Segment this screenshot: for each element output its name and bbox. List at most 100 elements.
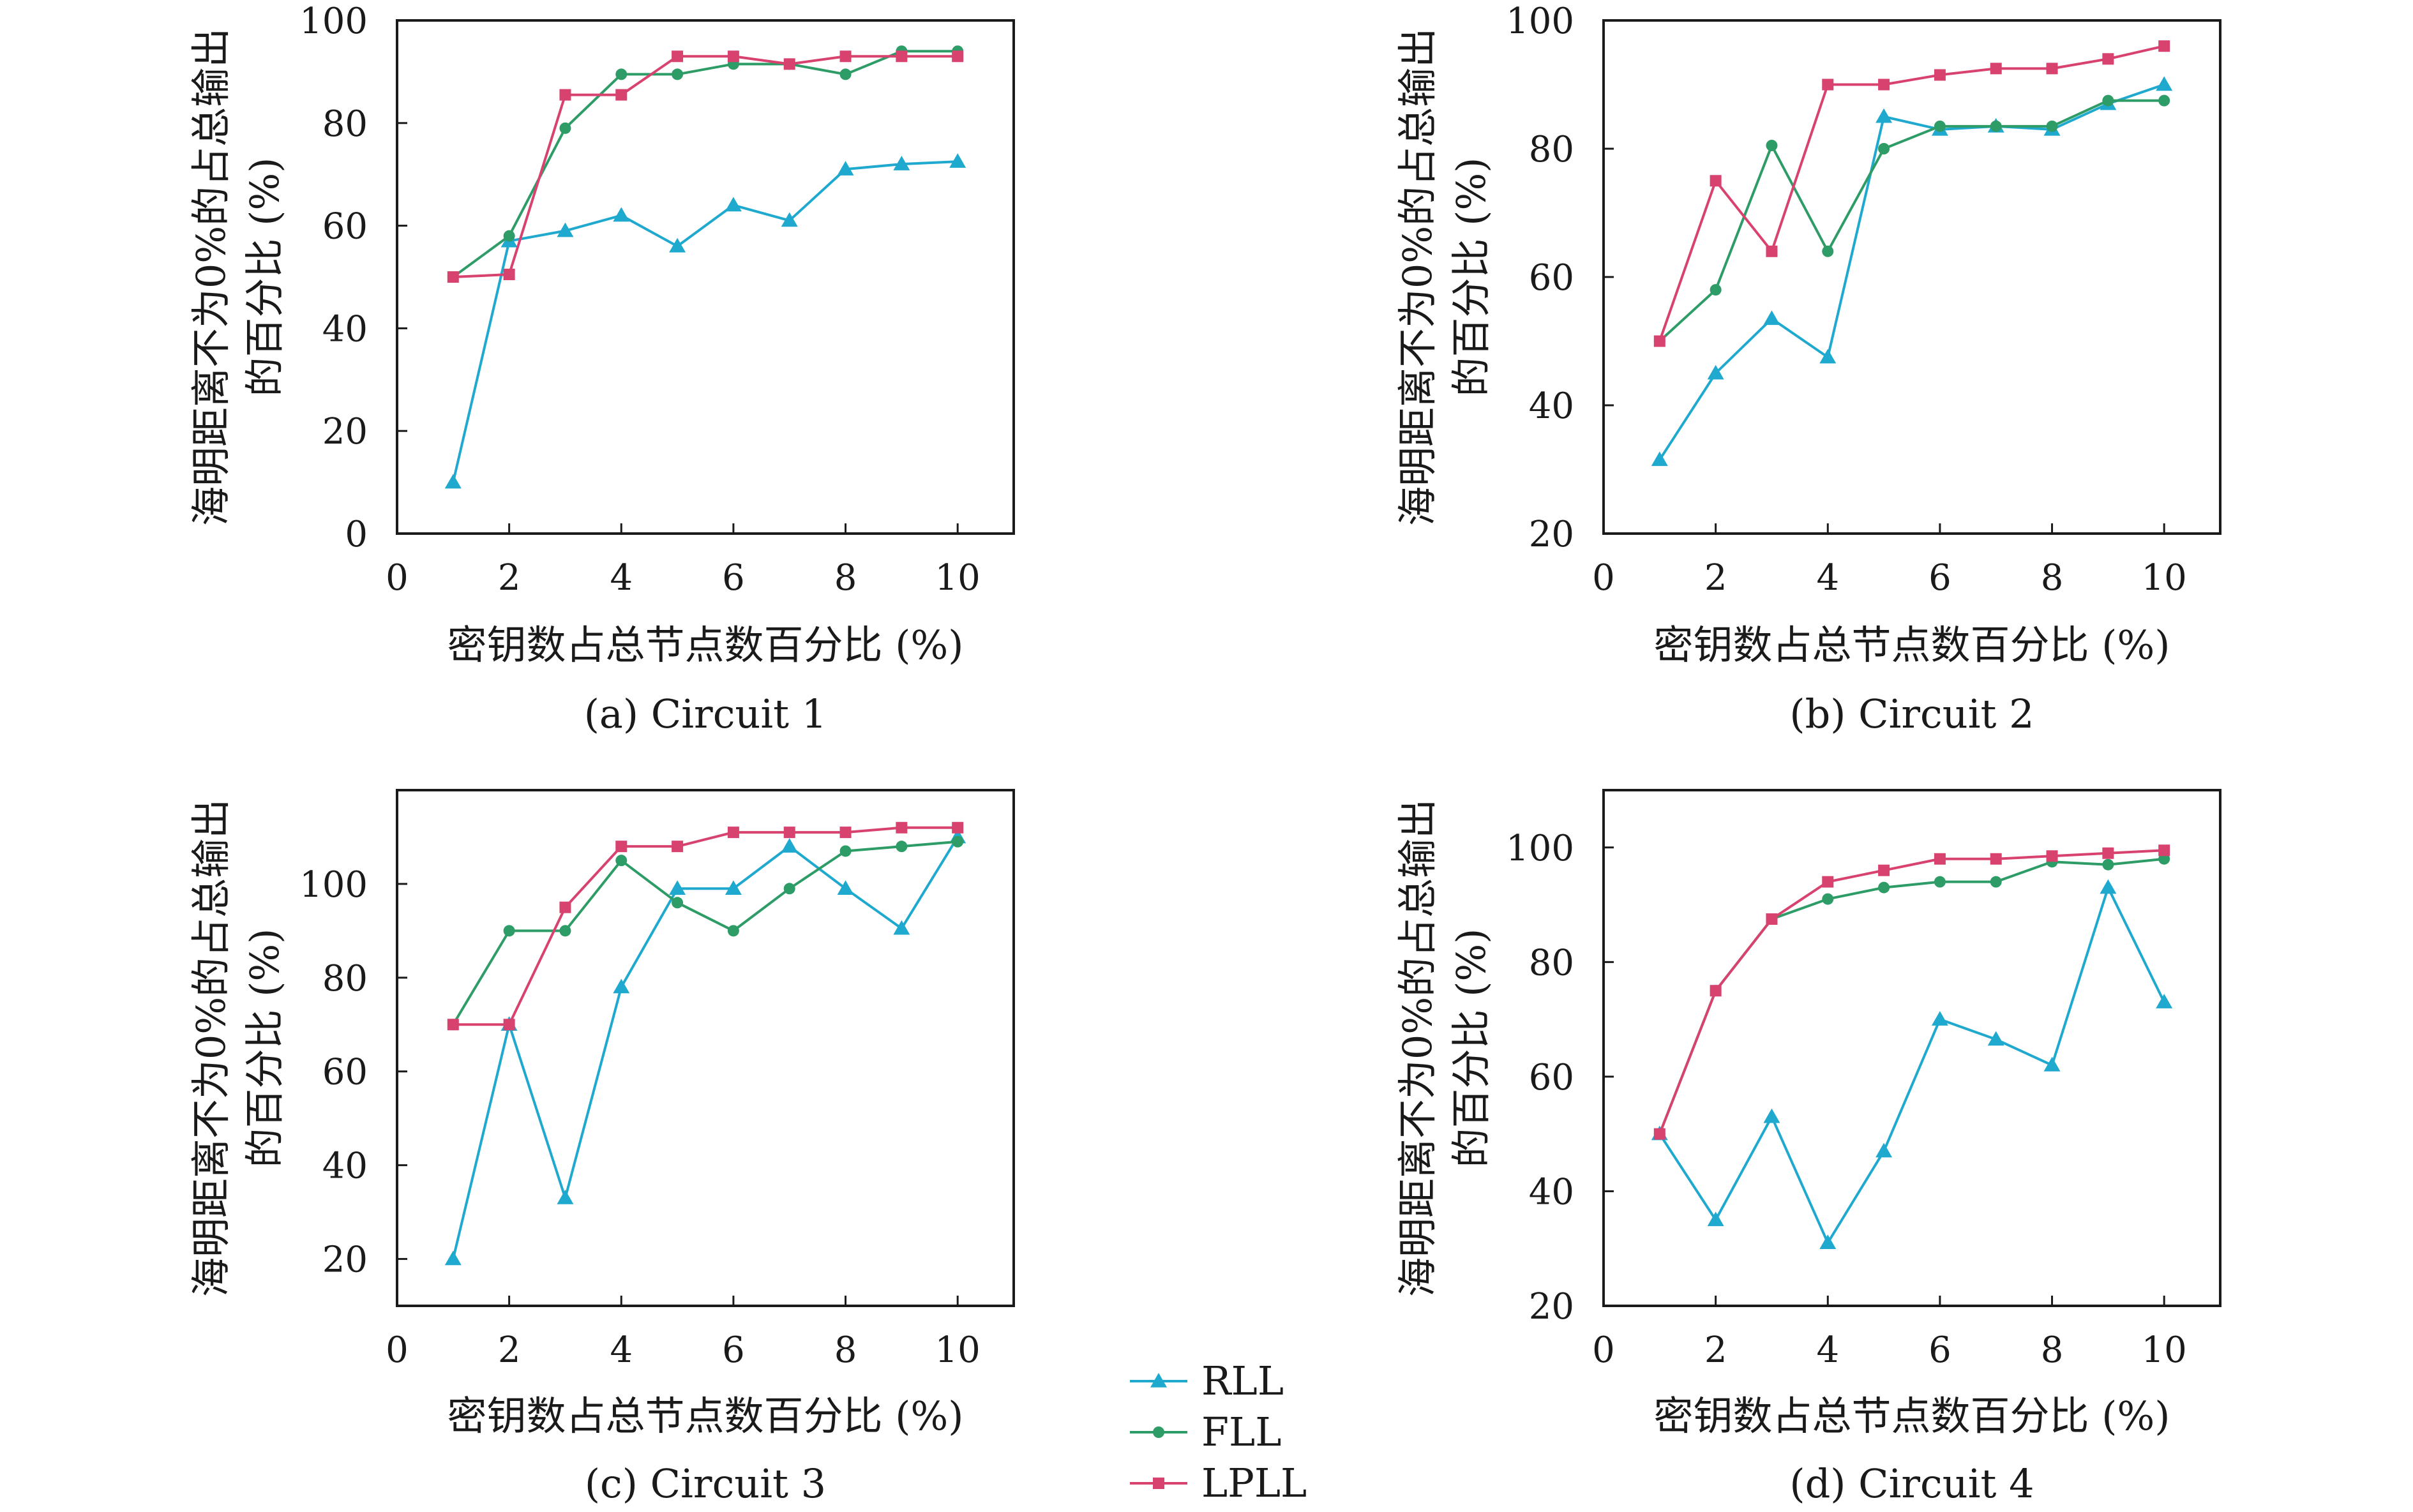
legend-marker [1150,1373,1167,1388]
x-tick-label: 8 [834,557,857,599]
data-point-fll [2046,120,2058,132]
y-tick-label: 40 [1529,1171,1574,1213]
x-tick-label: 6 [1928,557,1951,599]
x-tick-label: 2 [1704,1329,1727,1371]
data-point-lpll [503,268,515,280]
data-point-fll [615,68,628,80]
x-tick-label: 0 [1592,1329,1615,1371]
series-line-rll [1658,886,2165,1245]
series-line-lpll [1658,849,2165,1135]
y-tick-label: 100 [299,864,368,906]
data-point-rll [1876,108,1893,123]
data-point-fll [2102,858,2114,871]
data-point-fll [727,925,739,937]
x-tick-label: 10 [935,557,981,599]
y-axis-label-line2: 的百分比 (%) [241,158,288,397]
data-point-rll [1987,1031,2004,1046]
data-point-lpll [783,58,795,70]
data-point-rll [837,880,854,895]
data-point-rll [725,197,742,212]
data-point-fll [2158,94,2170,107]
y-tick-label: 100 [1506,1,1574,42]
x-tick-label: 4 [610,1329,633,1371]
data-point-rll [2100,879,2117,894]
series-line-fll [1658,99,2165,342]
data-point-fll [1934,120,1946,132]
x-axis-label: 密钥数占总节点数百分比 (%) [1654,1393,2170,1439]
data-point-rll [1763,310,1780,326]
series-line-fll [452,50,958,278]
data-point-fll [1990,120,2002,132]
series-line-rll [451,160,958,483]
data-point-lpll [672,841,684,853]
data-point-lpll [447,271,459,283]
data-point-rll [1819,1234,1837,1249]
data-point-fll [1710,284,1722,296]
y-tick-label: 40 [322,308,368,350]
panel-caption: (a) Circuit 1 [584,691,827,737]
series-line-lpll [453,826,958,1026]
data-point-lpll [1710,985,1722,997]
y-tick-label: 80 [1529,129,1574,170]
y-axis-label-line1: 海明距离不为0%的占总输出 [1394,799,1441,1297]
x-tick-label: 0 [386,557,409,599]
data-point-rll [557,1190,574,1204]
data-point-fll [503,230,515,242]
data-point-lpll [615,841,628,853]
data-point-rll [613,207,630,222]
panel-caption: (c) Circuit 3 [585,1460,826,1507]
data-point-rll [893,920,910,935]
plot-marks: 0 2 4 6 8 10 20 40 60 80 100 [1506,828,2187,1371]
data-point-lpll [559,901,571,913]
data-point-lpll [1822,876,1834,888]
data-point-fll [896,841,908,853]
series-line-lpll [453,55,958,278]
legend-item-rll: RLL [1130,1358,1284,1404]
data-point-lpll [503,1019,515,1031]
y-tick-label: 60 [1529,257,1574,299]
data-point-rll [725,880,742,895]
data-point-fll [672,68,684,80]
series-line-fll [1658,857,2165,1135]
data-point-rll [2156,994,2173,1008]
data-point-fll [1878,881,1890,894]
data-point-rll [781,838,798,853]
plot-frame [1602,789,2221,1307]
data-point-lpll [896,50,908,63]
y-axis-label-line1: 海明距离不为0%的占总输出 [188,28,234,526]
data-point-rll [557,222,574,237]
x-tick-label: 8 [834,1329,857,1371]
data-point-fll [615,855,628,867]
x-axis-label: 密钥数占总节点数百分比 (%) [447,1393,964,1439]
panel-caption: (d) Circuit 4 [1789,1460,2034,1507]
data-point-rll [613,978,630,994]
y-tick-label: 60 [322,1052,368,1093]
data-point-fll [839,845,852,857]
data-point-fll [1822,893,1834,905]
data-point-lpll [1878,79,1890,91]
x-axis-label: 密钥数占总节点数百分比 (%) [1654,622,2170,668]
data-point-rll [1763,1108,1780,1123]
x-tick-label: 4 [1816,557,1839,599]
legend-label: RLL [1201,1358,1284,1404]
data-point-fll [952,835,964,848]
data-point-fll [672,897,684,909]
y-axis-label-line1: 海明距离不为0%的占总输出 [1394,28,1441,526]
data-point-lpll [727,827,739,839]
data-point-lpll [559,89,571,101]
data-point-lpll [727,50,739,63]
series-line-fll [452,840,958,1026]
data-point-fll [1822,245,1834,257]
data-point-fll [1934,876,1946,888]
y-axis-label-line2: 的百分比 (%) [241,929,288,1168]
data-point-rll [1931,1011,1948,1026]
data-point-lpll [1990,853,2002,865]
data-point-lpll [783,827,795,839]
data-point-rll [893,156,910,170]
chart-panel-b: 0 2 4 6 8 10 20 40 60 80 100 密钥数占总节点数百分比 (%) 海明距离不… [1394,1,2221,737]
data-point-rll [1876,1142,1893,1158]
data-point-rll [1707,364,1724,380]
